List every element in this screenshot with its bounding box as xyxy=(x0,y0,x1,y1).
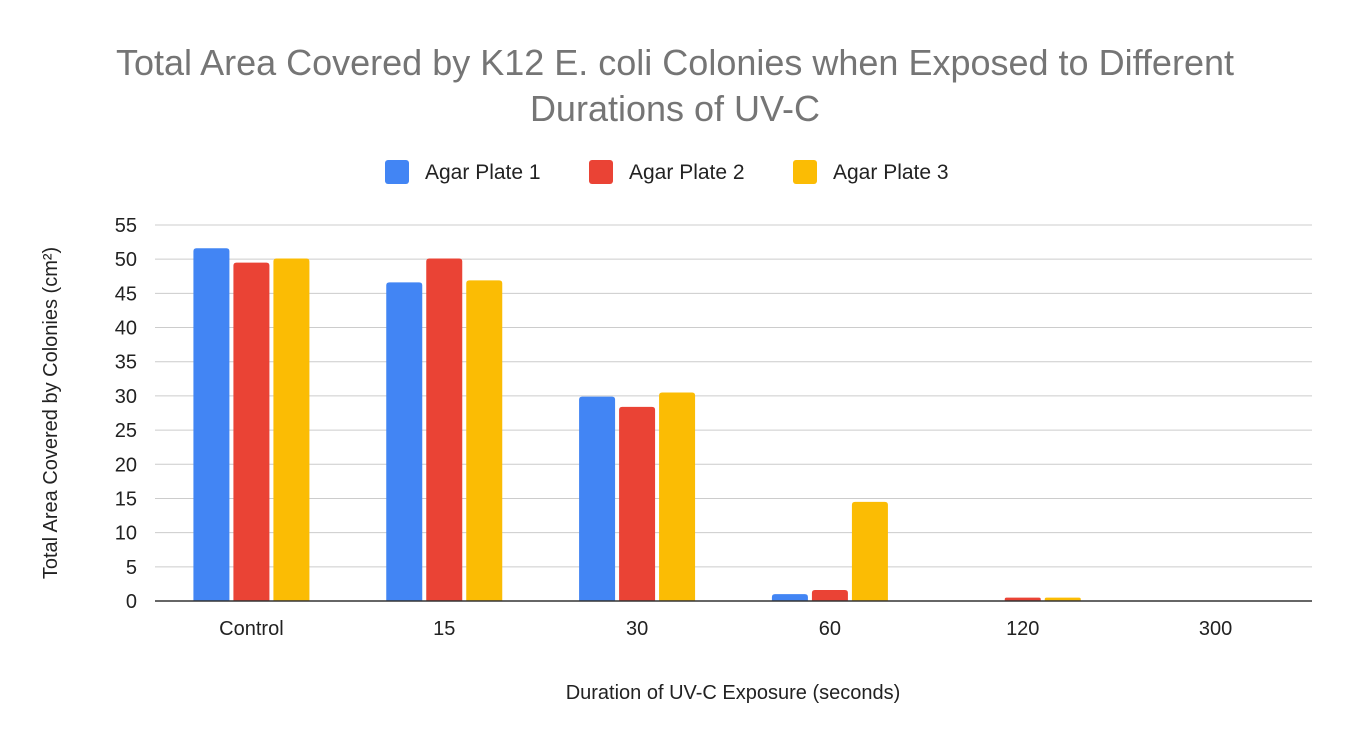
bar-agar-plate-3-60 xyxy=(851,501,888,601)
x-tick-label: 30 xyxy=(626,618,648,640)
bar-agar-plate-3-120 xyxy=(1044,597,1081,601)
legend-swatch xyxy=(589,160,613,184)
bar-agar-plate-1-15 xyxy=(386,282,423,601)
legend-item: Agar Plate 3 xyxy=(793,160,949,184)
bar-agar-plate-3-control xyxy=(273,258,310,601)
bar-agar-plate-2-30 xyxy=(619,406,656,601)
x-axis-ticks: Control 15 30 60 120 300 xyxy=(219,618,1232,640)
y-tick-label: 50 xyxy=(115,249,137,271)
y-axis-ticks: 0 5 10 15 20 25 30 35 40 45 50 55 xyxy=(115,215,137,613)
bar-agar-plate-2-control xyxy=(233,262,270,601)
chart-title: Total Area Covered by K12 E. coli Coloni… xyxy=(0,40,1350,132)
bar-agar-plate-2-15 xyxy=(426,258,463,601)
x-axis-label: Duration of UV-C Exposure (seconds) xyxy=(566,682,901,704)
bar-agar-plate-2-120 xyxy=(1004,597,1041,601)
legend-swatch xyxy=(385,160,409,184)
y-tick-label: 5 xyxy=(126,557,137,579)
legend-label: Agar Plate 3 xyxy=(833,161,949,184)
bar-agar-plate-2-60 xyxy=(811,590,848,601)
y-tick-label: 25 xyxy=(115,420,137,442)
bar-agar-plate-3-30 xyxy=(659,392,696,601)
y-tick-label: 0 xyxy=(126,591,137,613)
y-tick-label: 30 xyxy=(115,386,137,408)
y-tick-label: 40 xyxy=(115,318,137,340)
y-tick-label: 20 xyxy=(115,454,137,476)
gridlines xyxy=(155,224,1312,568)
bar-agar-plate-1-60 xyxy=(771,594,808,601)
y-tick-label: 15 xyxy=(115,488,137,510)
x-tick-label: 15 xyxy=(433,618,455,640)
legend-label: Agar Plate 2 xyxy=(629,161,745,184)
y-axis-label: Total Area Covered by Colonies (cm²) xyxy=(40,247,62,579)
bar-agar-plate-3-15 xyxy=(466,280,503,601)
chart-title-line: Durations of UV-C xyxy=(529,88,821,129)
y-tick-label: 55 xyxy=(115,215,137,237)
x-tick-label: 120 xyxy=(1006,618,1039,640)
x-tick-label: Control xyxy=(219,618,283,640)
y-tick-label: 10 xyxy=(115,523,137,545)
legend-item: Agar Plate 1 xyxy=(385,160,541,184)
bars xyxy=(193,248,1081,601)
legend-item: Agar Plate 2 xyxy=(589,160,745,184)
y-tick-label: 35 xyxy=(115,352,137,374)
x-tick-label: 60 xyxy=(819,618,841,640)
legend-label: Agar Plate 1 xyxy=(425,161,541,184)
bar-agar-plate-1-control xyxy=(193,248,230,601)
bar-agar-plate-1-30 xyxy=(579,396,616,601)
legend-swatch xyxy=(793,160,817,184)
legend: Agar Plate 1 Agar Plate 2 Agar Plate 3 xyxy=(385,160,949,184)
y-tick-label: 45 xyxy=(115,283,137,305)
x-tick-label: 300 xyxy=(1199,618,1232,640)
chart-title-line: Total Area Covered by K12 E. coli Coloni… xyxy=(116,42,1234,83)
